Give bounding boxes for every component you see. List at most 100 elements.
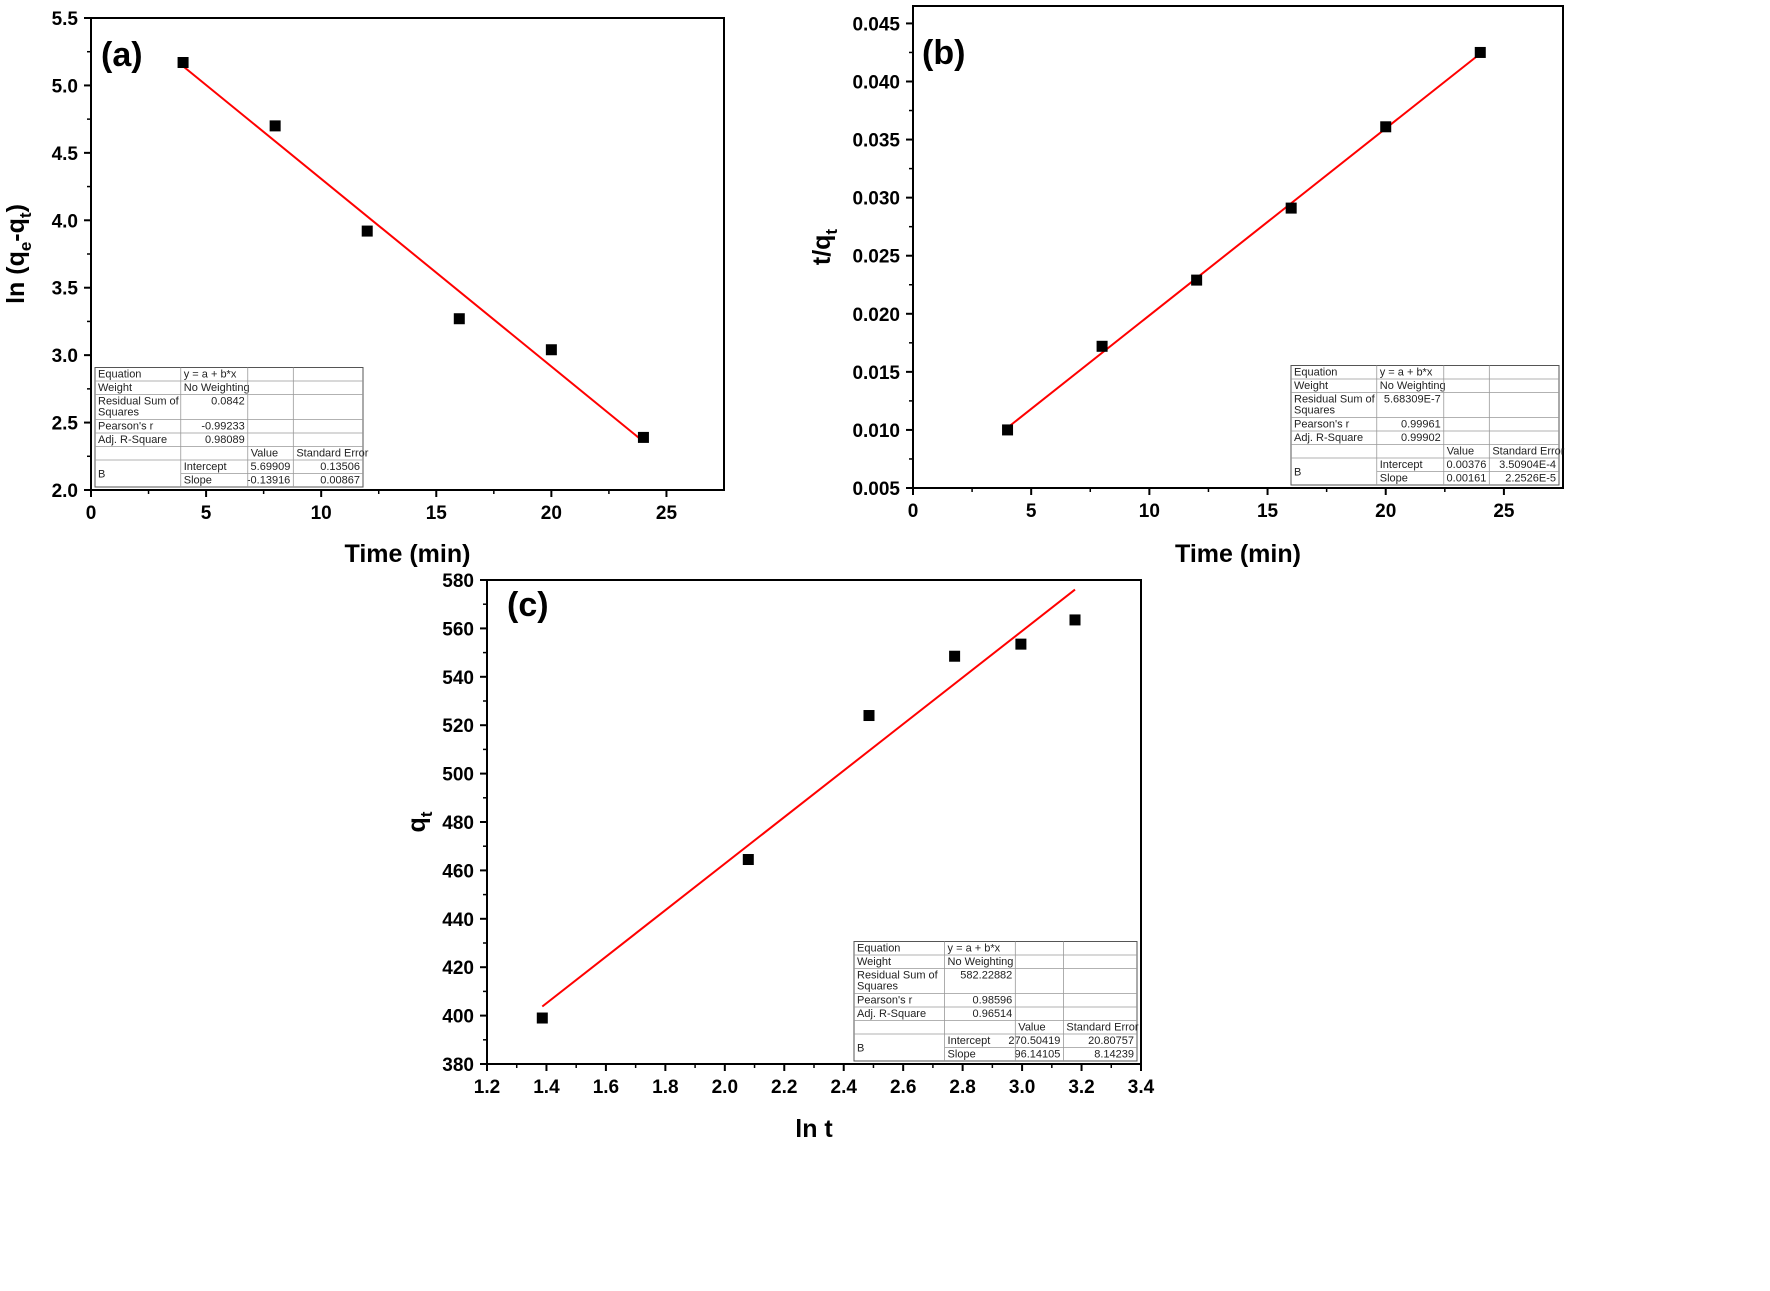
chart-c-y-tick-label: 400 <box>442 1007 474 1028</box>
chart-c-y-tick-label: 380 <box>442 1055 474 1076</box>
chart-c-x-tick-label: 2.0 <box>712 1077 738 1098</box>
chart-b-plot-frame <box>912 5 1564 489</box>
chart-c-x-tick-label: 2.6 <box>890 1077 916 1098</box>
chart-a-stats-cell: Residual Sum of Squares <box>98 396 180 419</box>
chart-c-stats-cell: B <box>857 1043 864 1055</box>
chart-c-stats-cell: 582.22882 <box>960 970 1012 982</box>
chart-c-y-tick-label: 440 <box>442 910 474 931</box>
chart-c-stats-cell: No Weighting <box>948 956 1014 968</box>
chart-b-stats-cell: 0.99961 <box>1401 419 1441 431</box>
chart-b-y-tick-label: 0.015 <box>852 363 900 384</box>
chart-a-stats-cell: B <box>98 469 105 481</box>
chart-b-fit-line <box>1006 52 1481 429</box>
chart-c-stats-cell: Pearson's r <box>857 995 913 1007</box>
chart-b-stats-cell: 0.00376 <box>1447 459 1487 471</box>
chart-b-y-tick-label: 0.035 <box>852 131 900 152</box>
chart-a-stats-cell: 5.69909 <box>251 461 291 473</box>
chart-c-panel-label: (c) <box>507 586 549 624</box>
chart-c-y-tick-label: 560 <box>442 619 474 640</box>
chart-c-stats-cell: y = a + b*x <box>948 943 1001 955</box>
chart-a-stats-cell: Standard Error <box>296 448 368 460</box>
chart-c-x-axis-label: ln t <box>795 1115 833 1143</box>
chart-c-stats-cell: Standard Error <box>1066 1022 1138 1034</box>
chart-b-stats-cell: 3.50904E-4 <box>1499 459 1556 471</box>
chart-c-x-tick-label: 3.4 <box>1128 1077 1155 1098</box>
chart-b-stats-cell: Pearson's r <box>1294 419 1350 431</box>
chart-a-stats-cell: 0.98089 <box>205 434 245 446</box>
chart-c-y-tick-label: 460 <box>442 861 474 882</box>
chart-a-x-tick-label: 5 <box>201 503 212 524</box>
chart-a-y-tick-label: 3.5 <box>52 279 79 300</box>
chart-b-stats-table-border <box>1290 365 1560 486</box>
chart-c-data-point <box>1069 614 1081 626</box>
chart-b-stats-cell: Value <box>1447 446 1474 458</box>
chart-c-stats-cell: Residual Sum of Squares <box>857 970 939 993</box>
chart-a-y-tick-label: 4.5 <box>52 144 79 165</box>
chart-c-stats-cell: 96.14105 <box>1015 1049 1061 1061</box>
chart-b-stats-cell: Weight <box>1294 380 1328 392</box>
chart-b-x-tick-label: 10 <box>1139 501 1160 522</box>
chart-a-stats-cell: Adj. R-Square <box>98 434 167 446</box>
chart-b-stats-cell: 2.2526E-5 <box>1505 473 1556 485</box>
chart-c-stats-cell: 0.96514 <box>973 1008 1013 1020</box>
chart-a-x-tick-label: 10 <box>311 503 332 524</box>
chart-b-stats-cell: Standard Error <box>1492 446 1564 458</box>
chart-c-stats-cell: Adj. R-Square <box>857 1008 926 1020</box>
chart-b-x-tick-label: 20 <box>1375 501 1396 522</box>
chart-b-x-tick-label: 15 <box>1257 501 1279 522</box>
chart-a-data-point <box>269 120 281 132</box>
chart-c-x-tick-label: 2.2 <box>771 1077 797 1098</box>
chart-a-data-point <box>545 344 557 356</box>
chart-a-y-tick-label: 5.0 <box>52 76 78 97</box>
chart-c-y-axis-label: qt <box>403 811 436 832</box>
chart-a-data-point <box>637 431 649 443</box>
chart-b-stats-cell: Equation <box>1294 367 1337 379</box>
chart-a-stats-cell: Equation <box>98 369 141 381</box>
chart-b-x-tick-label: 0 <box>908 501 919 522</box>
chart-c-data-point <box>863 710 875 722</box>
chart-a-stats-cell: 0.00867 <box>320 475 360 487</box>
chart-a-y-tick-label: 2.5 <box>52 414 79 435</box>
chart-a-y-tick-label: 5.5 <box>52 9 79 30</box>
chart-c-stats-cell: 20.80757 <box>1088 1035 1134 1047</box>
chart-b-stats-cell: No Weighting <box>1380 380 1446 392</box>
chart-c-data-point <box>536 1012 548 1024</box>
chart-b-stats-cell: Residual Sum of Squares <box>1294 394 1376 417</box>
chart-c-y-tick-label: 480 <box>442 813 474 834</box>
chart-c-x-tick-label: 3.2 <box>1068 1077 1094 1098</box>
chart-c-stats-table-border <box>853 941 1138 1062</box>
chart-c-y-tick-label: 420 <box>442 958 474 979</box>
chart-a-stats-cell: Pearson's r <box>98 421 154 433</box>
chart-a: 0 5 10 15 20 25 2.0 2.5 3.0 3.5 4.0 4.5 5.0 5.5 Time (… <box>2 9 725 568</box>
chart-b-stats-cell: Adj. R-Square <box>1294 432 1363 444</box>
chart-a-x-tick-label: 0 <box>86 503 97 524</box>
chart-c-x-tick-label: 1.4 <box>533 1077 560 1098</box>
chart-c-stats-cell: Weight <box>857 956 891 968</box>
chart-b-stats-table: Equation y = a + b*x Weight No Weighting Res… <box>1290 365 1565 486</box>
chart-c-stats-cell: 8.14239 <box>1094 1049 1134 1061</box>
chart-a-stats-cell: Weight <box>98 382 132 394</box>
chart-b-y-tick-label: 0.010 <box>852 421 900 442</box>
chart-b-stats-cell: 0.00161 <box>1447 473 1487 485</box>
chart-c-data-point <box>1015 638 1027 650</box>
chart-a-stats-cell: Value <box>251 448 278 460</box>
chart-b-stats-cell: B <box>1294 467 1301 479</box>
chart-a-x-tick-label: 15 <box>426 503 448 524</box>
chart-c-x-tick-label: 2.4 <box>831 1077 858 1098</box>
chart-c-x-tick-label: 1.6 <box>593 1077 619 1098</box>
chart-a-y-axis-label: ln (qe-qt) <box>2 204 35 304</box>
chart-a-stats-cell: 0.0842 <box>211 396 245 408</box>
chart-a-x-axis-label: Time (min) <box>345 540 471 568</box>
chart-b-y-axis-label: t/qt <box>808 229 841 266</box>
chart-b-data-point <box>1096 340 1108 352</box>
chart-a-x-tick-label: 20 <box>541 503 562 524</box>
chart-b-panel-label: (b) <box>922 34 965 72</box>
chart-b-stats-cell: 5.68309E-7 <box>1384 394 1441 406</box>
chart-c-stats-cell: 270.50419 <box>1008 1035 1060 1047</box>
chart-a-stats-table-border <box>94 367 364 488</box>
chart-a-data-point <box>453 313 465 325</box>
chart-c-fit-line <box>541 588 1076 1008</box>
chart-b-x-axis-label: Time (min) <box>1175 540 1301 568</box>
chart-b-y-tick-label: 0.005 <box>852 479 900 500</box>
